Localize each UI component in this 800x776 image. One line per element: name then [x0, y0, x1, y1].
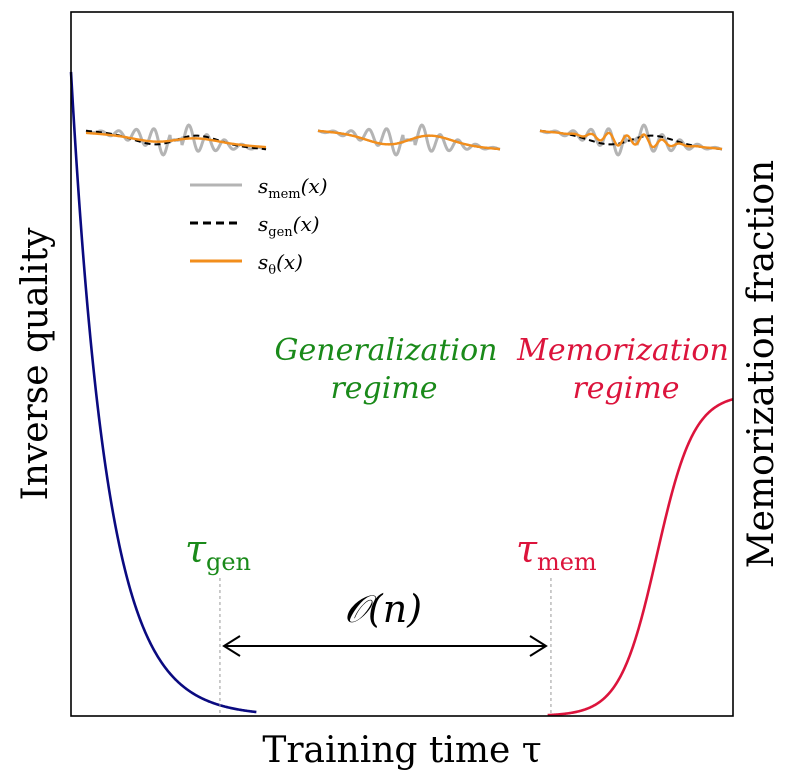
- marker-subscript: gen: [206, 548, 251, 576]
- marker-symbol: τ: [516, 527, 538, 571]
- s-theta-curve: [539, 129, 723, 151]
- legend-label-s_theta: sθ(x): [258, 250, 303, 278]
- legend: smem(x) sgen(x) sθ(x): [190, 174, 328, 278]
- legend-label-s_mem: smem(x): [258, 174, 328, 202]
- marker-label-mem: τmem: [516, 527, 597, 576]
- memorization-curve: [547, 397, 734, 717]
- curves: [69, 71, 734, 717]
- generalization-regime-label-line1: Generalization: [275, 333, 498, 368]
- inset-3: [539, 123, 723, 157]
- marker-subscript: mem: [537, 548, 597, 576]
- inset-1: [85, 123, 267, 157]
- inverse-quality-curve: [69, 71, 257, 714]
- generalization-regime-label-line2: regime: [330, 371, 437, 406]
- memorization-regime-label-line1: Memorization: [516, 333, 729, 368]
- s-theta-curve: [317, 129, 501, 151]
- arrow-label: 𝒪(n): [344, 587, 422, 631]
- score-insets: [85, 123, 723, 157]
- y-axis-label-left: Inverse quality: [15, 227, 56, 501]
- inset-2: [317, 123, 501, 157]
- x-axis-label: Training time τ: [262, 730, 541, 771]
- duration-arrow: [222, 635, 548, 657]
- memorization-regime-label-line2: regime: [572, 371, 679, 406]
- s-theta-curve: [85, 131, 267, 149]
- legend-label-s_gen: sgen(x): [258, 212, 320, 240]
- marker-symbol: τ: [185, 527, 207, 571]
- plot-frame: [70, 11, 734, 717]
- arrow-head-right: [529, 635, 548, 657]
- arrow-head-left: [222, 635, 241, 657]
- y-axis-label-right: Memorization fraction: [741, 160, 782, 568]
- time-markers: τgen τmem: [185, 527, 597, 716]
- marker-label-gen: τgen: [185, 527, 251, 576]
